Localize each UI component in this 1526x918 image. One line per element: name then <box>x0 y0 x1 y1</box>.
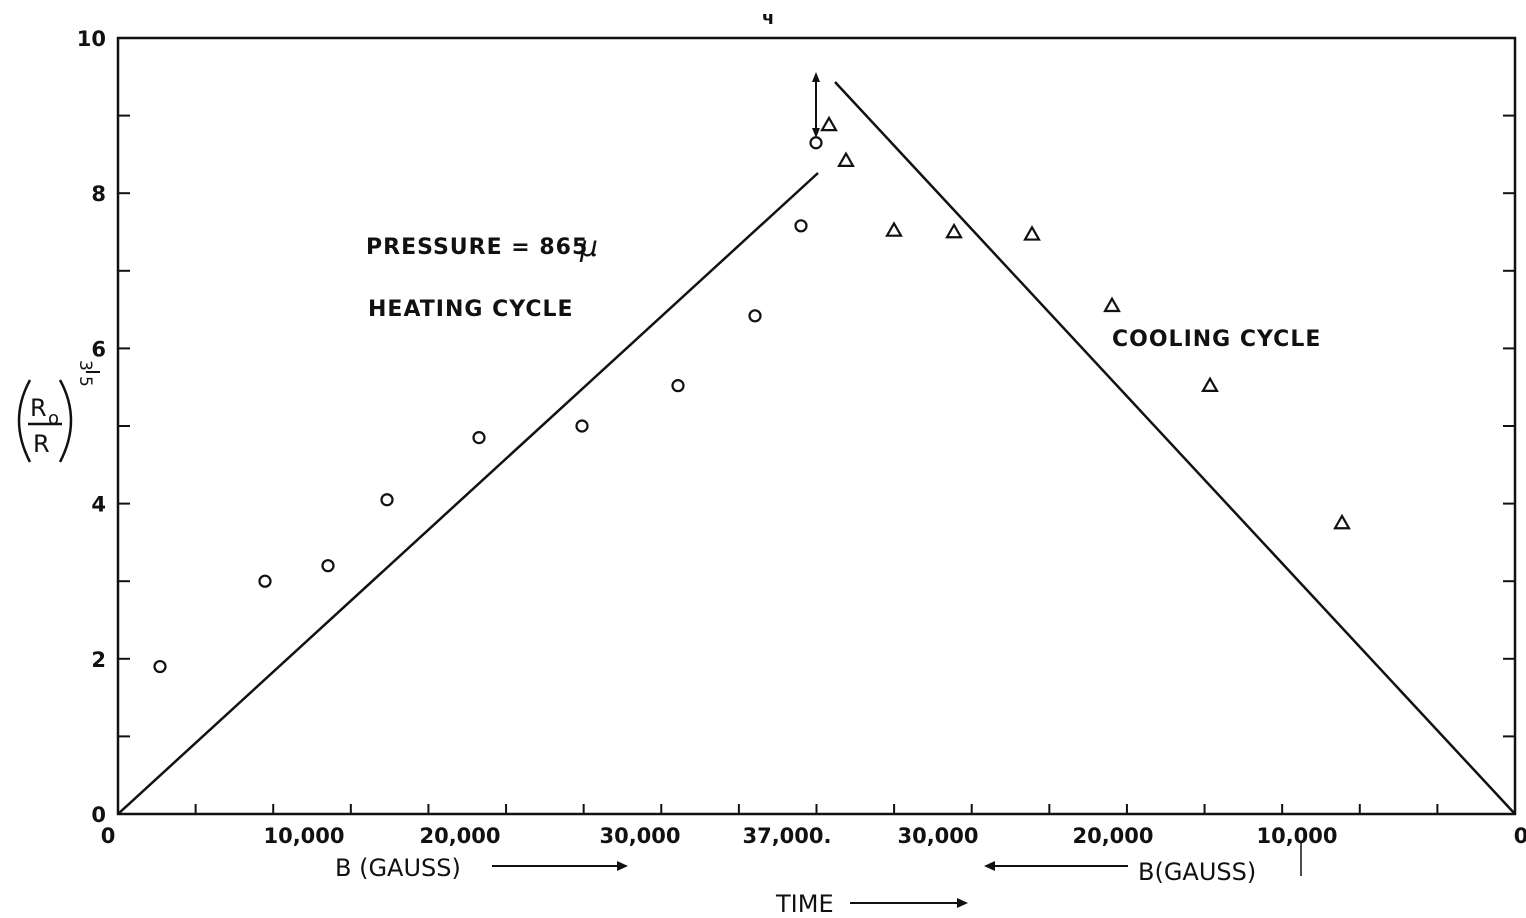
heating-cycle-label: HEATING CYCLE <box>368 297 574 322</box>
tick-labels: 0 2 4 6 8 10 0 10,000 20,000 30,000 37,000. 30,000 2… <box>77 27 1526 848</box>
heating-trend-line <box>117 172 819 815</box>
cooling-trend-line <box>834 81 1516 815</box>
heating-point <box>380 493 394 507</box>
cooling-point <box>945 222 963 239</box>
top-mark: ч <box>762 8 774 29</box>
x-tick-label: 30,000 <box>599 824 680 848</box>
svg-text:PRESSURE = 865: PRESSURE = 865 <box>366 235 588 260</box>
y-tick-label: 2 <box>91 648 106 672</box>
axis-ticks <box>118 114 1515 814</box>
peak-arrow <box>812 72 820 138</box>
svg-text:3: 3 <box>75 360 95 371</box>
svg-text:B(GAUSS): B(GAUSS) <box>1138 858 1256 886</box>
x-tick-label: 20,000 <box>1072 824 1153 848</box>
y-tick-label: 4 <box>91 493 106 517</box>
y-tick-label: 8 <box>91 182 106 206</box>
x-axis-label-time: TIME <box>775 890 968 918</box>
heating-point <box>321 559 335 573</box>
x-tick-label: 37,000. <box>742 824 831 848</box>
y-tick-label: 0 <box>91 803 106 827</box>
heating-point <box>575 419 589 433</box>
x-tick-label: 0 <box>101 824 116 848</box>
heating-point <box>748 309 762 323</box>
heating-point <box>794 219 808 233</box>
pressure-unit: μ <box>579 230 598 263</box>
x-tick-label: 30,000 <box>897 824 978 848</box>
cooling-point <box>1201 376 1219 392</box>
svg-text:R: R <box>30 394 47 422</box>
svg-text:B (GAUSS): B (GAUSS) <box>335 854 461 882</box>
x-axis-label-cooling: B(GAUSS) <box>984 842 1302 886</box>
cooling-point <box>1333 513 1351 530</box>
svg-text:TIME: TIME <box>775 890 834 918</box>
cooling-point <box>885 221 903 237</box>
heating-point <box>258 574 272 588</box>
x-axis-label-heating: B (GAUSS) <box>335 854 628 882</box>
heating-point <box>472 431 486 445</box>
cooling-point <box>1103 296 1121 313</box>
y-tick-label: 6 <box>91 337 106 361</box>
svg-text:R: R <box>33 430 50 458</box>
x-tick-label: 20,000 <box>419 824 500 848</box>
x-tick-label: 10,000 <box>263 824 344 848</box>
y-tick-label: 10 <box>77 27 106 51</box>
heating-point <box>671 379 685 393</box>
y-axis-label: R o R 3 5 <box>17 360 100 463</box>
heating-point <box>153 659 167 674</box>
svg-text:5: 5 <box>75 376 95 387</box>
x-tick-label: 10,000 <box>1256 824 1337 848</box>
cooling-point <box>1023 225 1041 241</box>
cooling-point <box>820 115 838 132</box>
pressure-annotation: PRESSURE = 865 μ <box>366 230 598 263</box>
cooling-point <box>837 151 855 167</box>
data-markers <box>153 115 1351 674</box>
plot-frame <box>116 36 1517 816</box>
x-tick-label: 0 <box>1514 824 1526 848</box>
cooling-cycle-label: COOLING CYCLE <box>1112 327 1321 352</box>
svg-text:o: o <box>48 408 59 429</box>
heating-point <box>809 136 823 150</box>
